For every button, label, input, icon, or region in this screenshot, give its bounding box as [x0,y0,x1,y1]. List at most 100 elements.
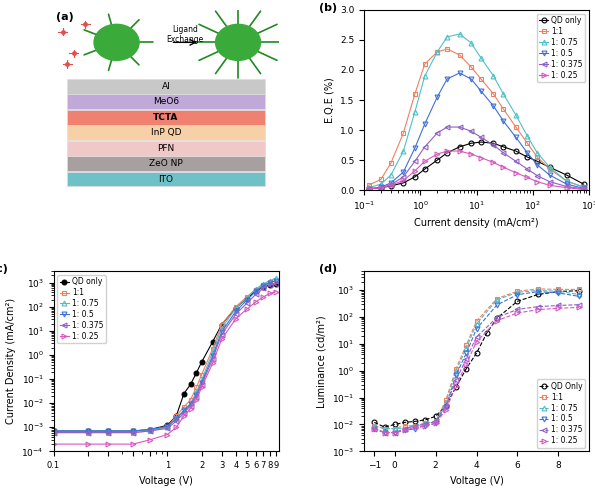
1: 0.5: (0.12, 0.02): 0.5: (0.12, 0.02) [365,186,372,192]
1: 0.25: (0.5, 0.16): 0.25: (0.5, 0.16) [400,178,407,184]
QD only [130,428,137,434]
1: 0.75: (8, 2.45): 0.75: (8, 2.45) [468,40,475,46]
1: 0.375: (1.4, 0.004): 0.375: (1.4, 0.004) [180,410,187,416]
1:1 [209,346,216,352]
1: 0.375: (7, 240): 0.375: (7, 240) [534,304,541,310]
1: 0.25: (7, 260): 0.25: (7, 260) [260,294,267,300]
QD only [273,281,280,287]
X-axis label: Voltage (V): Voltage (V) [139,476,193,486]
1: 0.25: (1.8, 0.014): 0.25: (1.8, 0.014) [193,397,200,403]
1: 0.25: (1.2, 0.48): 0.25: (1.2, 0.48) [421,158,428,164]
1: 0.375: (2, 0.95): 0.375: (2, 0.95) [434,130,441,136]
1: 0.375: (8, 780): 0.375: (8, 780) [267,282,274,288]
1: 0.5: (0.7, 0.0008): 0.5: (0.7, 0.0008) [146,427,154,433]
1: 0.75: (5, 240): 0.75: (5, 240) [243,295,250,301]
Text: PFN: PFN [158,144,175,153]
1: 0.25: (-1, 0.007): 0.25: (-1, 0.007) [371,426,378,432]
1: 0.75: (2, 0.09): 0.75: (2, 0.09) [198,377,205,383]
Line: 1: 0.25: 1: 0.25 [366,149,586,192]
QD only [187,381,194,387]
1: 0.75: (400, 0.15): 0.75: (400, 0.15) [563,178,570,184]
1: 0.375: (8, 0.98): 0.375: (8, 0.98) [468,128,475,134]
1:1 [534,286,541,292]
QD Only [575,288,583,294]
1: 0.25: (1.2, 0.001): 0.25: (1.2, 0.001) [173,424,180,430]
1:1 [473,318,480,324]
QD Only [402,419,409,425]
1:1 [218,322,225,328]
1:1 [146,428,154,434]
QD only [209,339,216,345]
1:1 [563,178,570,184]
1: 0.375: (5, 140): 0.375: (5, 140) [243,300,250,306]
1:1 [400,130,407,136]
1: 0.25: (0.5, 0.006): 0.25: (0.5, 0.006) [402,428,409,434]
1: 0.75: (1.4, 0.005): 0.75: (1.4, 0.005) [180,407,187,413]
1: 0.375: (8, 265): 0.375: (8, 265) [555,303,562,309]
Y-axis label: E.Q.E (%): E.Q.E (%) [324,77,334,123]
1: 0.5: (8, 1.85): 0.5: (8, 1.85) [468,76,475,82]
Circle shape [94,24,139,61]
Text: Al: Al [162,82,170,91]
1:1 [412,423,419,429]
Line: QD Only: QD Only [372,288,581,430]
1: 0.375: (0.5, 0.0006): 0.375: (0.5, 0.0006) [130,430,137,435]
1: 0.25: (1, 0.0005): 0.25: (1, 0.0005) [164,432,171,437]
1: 0.75: (9, 1.6e+03): 0.75: (9, 1.6e+03) [273,275,280,281]
1: 0.375: (1.2, 0.0018): 0.375: (1.2, 0.0018) [173,418,180,424]
1: 0.75: (6, 550): 0.75: (6, 550) [252,286,259,292]
QD Only [555,289,562,295]
QD Only [534,292,541,298]
QD only [252,288,259,294]
1: 0.25: (20, 0.46): 0.25: (20, 0.46) [490,160,497,166]
1: 0.375: (3, 0.45): 0.375: (3, 0.45) [453,377,460,383]
1: 0.5: (1.2, 1.1): 0.5: (1.2, 1.1) [421,121,428,127]
1: 0.5: (6, 440): 0.5: (6, 440) [252,288,259,294]
X-axis label: Current density (mA/cm²): Current density (mA/cm²) [414,218,539,228]
QD only [232,305,239,311]
QD only [146,427,154,433]
QD only [104,428,111,434]
1: 0.5: (3.5, 4.5): 0.5: (3.5, 4.5) [463,350,470,356]
1:1 [198,372,205,378]
1: 0.25: (0.8, 0.32): 0.25: (0.8, 0.32) [411,168,418,174]
Text: ITO: ITO [158,175,174,184]
Bar [67,172,265,186]
1: 0.375: (80, 0.35): 0.375: (80, 0.35) [524,166,531,172]
1:1 [432,419,439,425]
QD Only [453,384,460,390]
QD Only [442,403,449,409]
1:1 [371,423,378,429]
1: 0.25: (9, 420): 0.25: (9, 420) [273,289,280,295]
1:1 [524,140,531,146]
1:1 [50,430,57,435]
QD only [198,359,205,365]
1:1 [173,413,180,419]
1: 0.75: (1, 0.001): 0.75: (1, 0.001) [164,424,171,430]
Text: (a): (a) [56,12,74,22]
QD only [387,183,394,189]
1: 0.75: (0.5, 0.007): 0.75: (0.5, 0.007) [402,426,409,432]
1: 0.25: (0.5, 0.0002): 0.25: (0.5, 0.0002) [130,441,137,447]
1: 0.25: (4, 12): 0.25: (4, 12) [473,339,480,345]
1: 0.375: (0.8, 0.48): 0.375: (0.8, 0.48) [411,158,418,164]
1: 0.75: (2, 0.013): 0.75: (2, 0.013) [432,419,439,425]
QD only [180,390,187,396]
QD Only [391,422,398,428]
Line: 1: 0.5: 1: 0.5 [51,278,278,434]
1: 0.25: (80, 0.21): 0.25: (80, 0.21) [524,175,531,181]
1:1 [260,282,267,288]
1: 0.75: (5, 2.6): 0.75: (5, 2.6) [456,31,463,37]
1: 0.75: (9, 680): 0.75: (9, 680) [575,292,583,298]
1: 0.25: (6, 140): 0.25: (6, 140) [514,310,521,316]
1:1 [381,426,388,432]
QD only [84,428,92,434]
1: 0.375: (1, 0.0009): 0.375: (1, 0.0009) [164,426,171,432]
1: 0.25: (2, 0.6): 0.25: (2, 0.6) [434,151,441,157]
1: 0.375: (0, 0.005): 0.375: (0, 0.005) [391,430,398,435]
1:1 [500,106,507,112]
QD only [218,322,225,328]
1: 0.25: (8, 0.6): 0.25: (8, 0.6) [468,151,475,157]
QD Only [412,419,419,425]
1: 0.25: (6, 160): 0.25: (6, 160) [252,299,259,305]
